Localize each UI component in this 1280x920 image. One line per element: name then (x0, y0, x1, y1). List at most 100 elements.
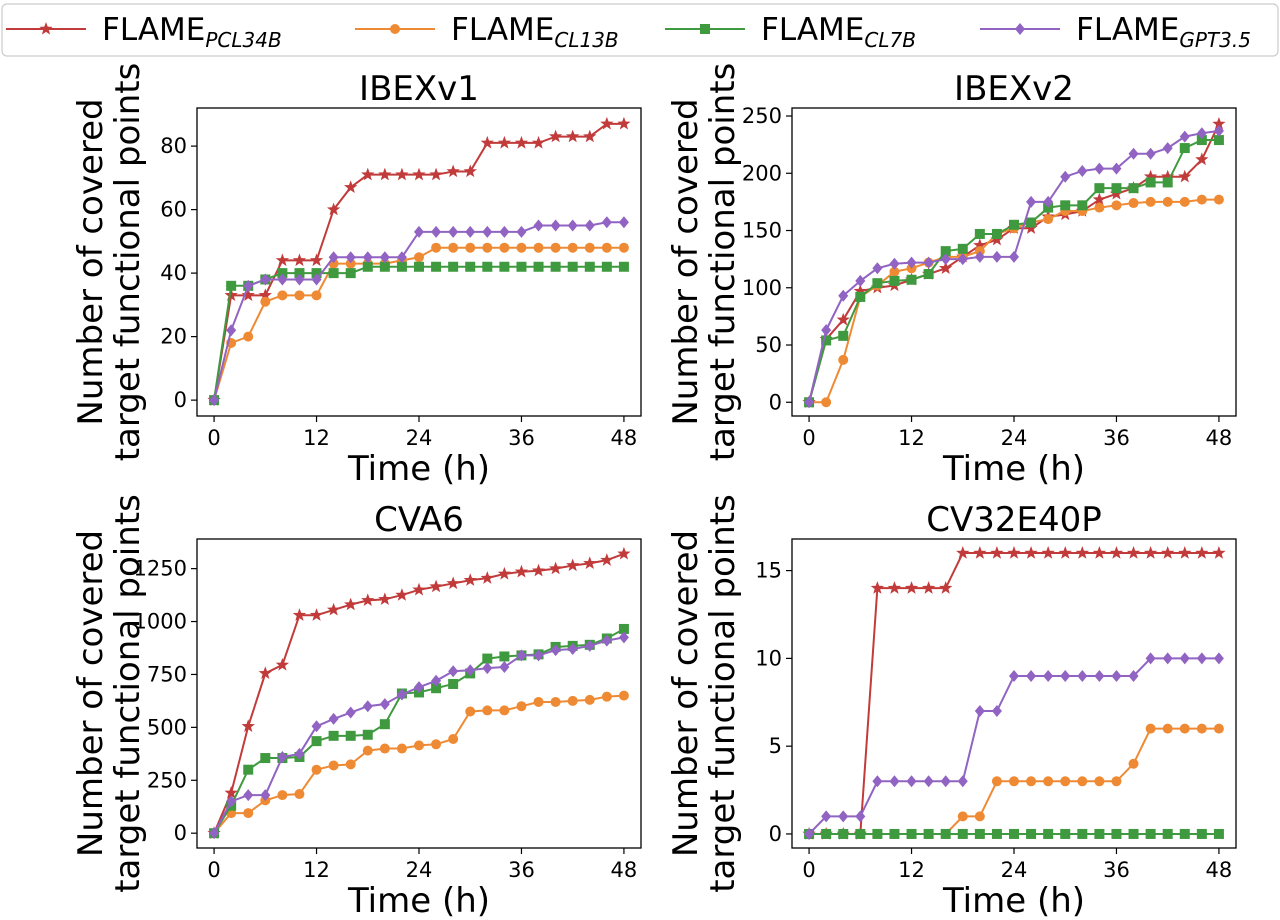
x-tick-label: 48 (1206, 426, 1233, 450)
data-point (939, 261, 953, 274)
data-point (260, 789, 271, 802)
data-point (209, 827, 220, 840)
data-point (1109, 546, 1124, 559)
data-point (1213, 652, 1224, 665)
y-tick-label: 250 (742, 104, 782, 128)
y-tick-label: 0 (769, 390, 782, 414)
y-tick-label: 200 (742, 161, 782, 185)
data-point (533, 261, 544, 272)
x-tick-label: 48 (1206, 858, 1233, 882)
data-point (1077, 164, 1088, 177)
data-point (345, 258, 356, 269)
data-point (601, 691, 612, 702)
data-point (872, 828, 883, 839)
data-point (1179, 723, 1190, 734)
data-point (448, 242, 459, 253)
data-point (1111, 828, 1122, 839)
data-point (514, 564, 529, 578)
data-point (855, 828, 866, 839)
data-point (1213, 135, 1224, 146)
data-point (1060, 669, 1071, 682)
data-point (1178, 546, 1192, 559)
data-point (379, 261, 390, 272)
x-tick-label: 0 (802, 858, 815, 882)
legend-label-base: FLAME (102, 12, 205, 48)
data-point (463, 573, 477, 586)
data-point (224, 288, 238, 301)
y-tick-label: 1000 (134, 610, 187, 634)
data-point (431, 242, 442, 253)
y-tick-label: 100 (742, 276, 782, 300)
x-tick-label: 0 (207, 858, 220, 882)
data-point (617, 546, 631, 560)
data-point (275, 253, 290, 267)
legend-entry-cl13b: FLAMECL13B (355, 12, 619, 52)
x-axis-label: Time (h) (942, 881, 1085, 920)
legend-label-subscript: CL13B (554, 28, 618, 52)
y-axis-label-line1: Number of covered (666, 530, 706, 857)
data-point (499, 705, 510, 716)
chart-ibexv1: IBEXv1 0 12 24 36 48 0 20 40 60 80 Time (h) Number o… (71, 63, 642, 489)
data-point (1213, 124, 1224, 137)
data-point (328, 251, 339, 264)
series-cl7b (209, 623, 629, 839)
data-point (1145, 147, 1156, 160)
data-point (957, 253, 968, 266)
data-point (889, 266, 900, 277)
data-point (345, 268, 356, 279)
data-point (277, 268, 288, 279)
legend-marker-square (700, 24, 710, 34)
data-point (906, 274, 917, 285)
x-tick-label: 36 (508, 426, 535, 450)
data-point (446, 164, 460, 178)
data-point (533, 242, 544, 253)
data-point (617, 116, 631, 130)
data-point (1043, 828, 1054, 839)
data-point (516, 701, 527, 712)
series-line (808, 129, 1220, 403)
data-point (1128, 198, 1139, 209)
data-point (1195, 546, 1209, 559)
data-point (292, 608, 307, 621)
chart-cv32e40p: CV32E40P 0 12 24 36 48 0 5 10 15 Time (h) Number of… (666, 494, 1237, 920)
data-point (583, 556, 597, 569)
data-point (991, 776, 1002, 787)
data-point (601, 242, 612, 253)
data-point (361, 167, 375, 181)
data-point (566, 558, 580, 572)
data-point (974, 250, 985, 263)
data-point (990, 546, 1004, 559)
data-point (277, 750, 288, 763)
data-point (480, 135, 494, 149)
data-point (448, 734, 459, 745)
data-point (1026, 669, 1037, 682)
x-axis-label: Time (h) (347, 881, 490, 920)
series-gpt3-5 (209, 631, 629, 840)
data-point (904, 581, 919, 594)
data-point (361, 593, 375, 607)
y-axis-label-line2: target functional points (703, 494, 743, 893)
series-line (213, 636, 625, 834)
chart-title: CVA6 (374, 500, 464, 540)
data-point (516, 261, 527, 272)
y-tick-label: 10 (755, 646, 782, 670)
data-point (224, 785, 238, 799)
data-point (1043, 669, 1054, 682)
chart-ibexv2: IBEXv2 0 12 24 36 48 0 50 100 150 200 250 Time (h) Nu… (666, 63, 1237, 489)
charts: IBEXv1 0 12 24 36 48 0 20 40 60 80 Time (h) Number o… (71, 63, 1237, 920)
data-point (1024, 221, 1038, 234)
series-line (213, 221, 624, 401)
x-tick-label: 12 (898, 858, 925, 882)
data-point (923, 269, 934, 280)
data-point (516, 225, 527, 238)
data-point (923, 828, 934, 839)
data-point (1196, 194, 1207, 205)
series-line (808, 123, 1220, 403)
data-point (1162, 142, 1173, 155)
series-line (213, 265, 624, 401)
data-point (1162, 723, 1173, 734)
data-point (1143, 169, 1158, 183)
data-point (465, 261, 476, 272)
data-point (448, 665, 459, 678)
